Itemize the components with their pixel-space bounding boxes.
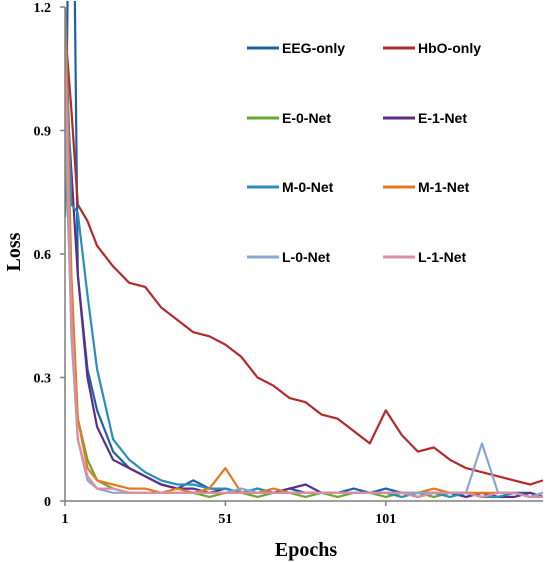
legend-label-eeg-only: EEG-only bbox=[282, 40, 345, 56]
y-axis-title: Loss bbox=[3, 232, 25, 271]
legend: EEG-only HbO-only E-0-Net E-1-Net M-0-Net M-1… bbox=[247, 40, 481, 265]
series-line-e-1-net bbox=[65, 68, 543, 498]
legend-label-m-1-net: M-1-Net bbox=[418, 179, 470, 195]
x-tick-label: 51 bbox=[218, 512, 232, 527]
y-axis-ticks: 0 0.3 0.6 0.9 1.2 bbox=[34, 1, 65, 510]
x-tick-label: 101 bbox=[375, 512, 396, 527]
x-axis-title: Epochs bbox=[275, 539, 337, 561]
legend-label-e-0-net: E-0-Net bbox=[282, 110, 331, 126]
y-tick-label: 0.9 bbox=[34, 125, 52, 140]
series-layer bbox=[65, 1, 543, 498]
legend-label-l-0-net: L-0-Net bbox=[282, 249, 331, 265]
plot-area: 0 0.3 0.6 0.9 1.2 1 51 101 bbox=[34, 1, 543, 527]
series-line-hbo-only bbox=[65, 27, 543, 486]
legend-label-e-1-net: E-1-Net bbox=[418, 110, 467, 126]
series-line-l-0-net bbox=[65, 89, 543, 498]
legend-label-m-0-net: M-0-Net bbox=[282, 179, 334, 195]
y-tick-label: 0.3 bbox=[34, 372, 52, 387]
y-tick-label: 1.2 bbox=[34, 1, 52, 16]
legend-label-hbo-only: HbO-only bbox=[418, 40, 481, 56]
x-tick-label: 1 bbox=[62, 512, 69, 527]
y-tick-label: 0.6 bbox=[34, 248, 52, 263]
x-axis-ticks: 1 51 101 bbox=[62, 501, 396, 527]
series-line-l-1-net bbox=[65, 48, 543, 498]
legend-label-l-1-net: L-1-Net bbox=[418, 249, 467, 265]
y-tick-label: 0 bbox=[44, 495, 51, 510]
